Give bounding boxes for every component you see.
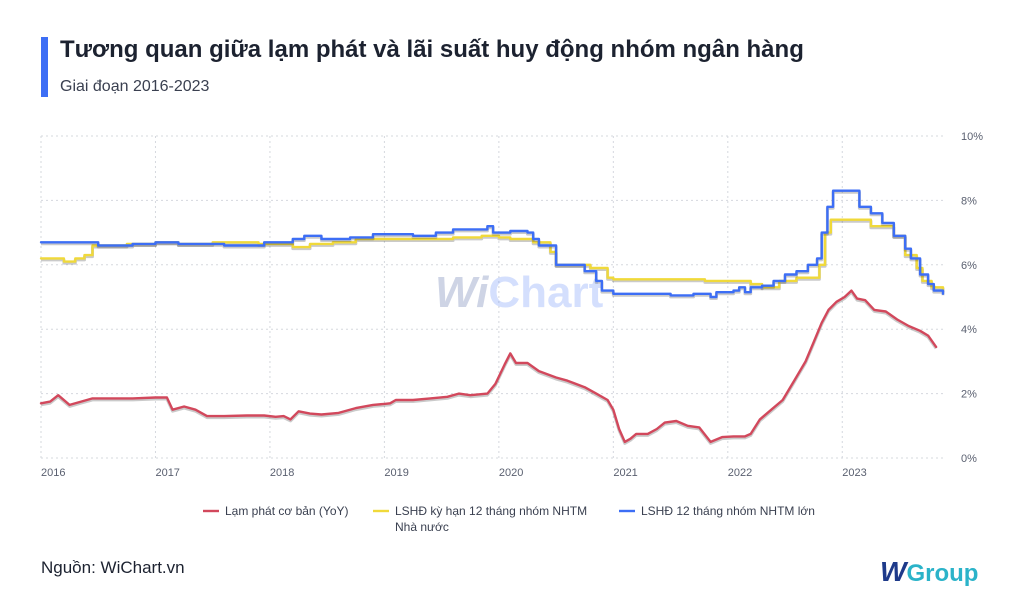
logo-w: W [880,556,907,587]
x-tick-label: 2022 [728,467,752,479]
x-tick-label: 2016 [41,467,65,479]
y-tick-label: 8% [961,195,977,207]
chart-subtitle: Giai đoạn 2016-2023 [60,78,210,95]
x-tick-label: 2023 [842,467,866,479]
y-tick-label: 0% [961,453,977,465]
source-note: Nguồn: WiChart.vn [41,558,185,577]
legend-label-cont: Nhà nước [395,520,449,534]
wigroup-logo: WGroup [880,556,978,588]
chart-title: Tương quan giữa lạm phát và lãi suất huy… [60,36,804,63]
title-accent-bar [41,37,48,97]
legend-label: LSHĐ 12 tháng nhóm NHTM lớn [641,504,815,518]
x-tick-label: 2018 [270,467,294,479]
x-tick-label: 2020 [499,467,523,479]
legend-label: LSHĐ kỳ hạn 12 tháng nhóm NHTM [395,504,587,518]
watermark: WiChart [435,268,604,317]
x-tick-label: 2017 [155,467,179,479]
y-tick-label: 2% [961,389,977,401]
watermark-wi: Wi [435,268,489,317]
x-tick-label: 2021 [613,467,637,479]
watermark-chart: Chart [488,268,603,317]
y-tick-label: 10% [961,131,983,143]
series-line-shadow [41,219,945,293]
series-line-3 [39,189,945,299]
y-tick-label: 6% [961,260,977,272]
y-tick-label: 4% [961,324,977,336]
legend-label: Lạm phát cơ bản (YoY) [225,504,349,518]
logo-group: Group [906,560,979,587]
x-tick-label: 2019 [384,467,408,479]
series-line-1 [39,289,938,444]
